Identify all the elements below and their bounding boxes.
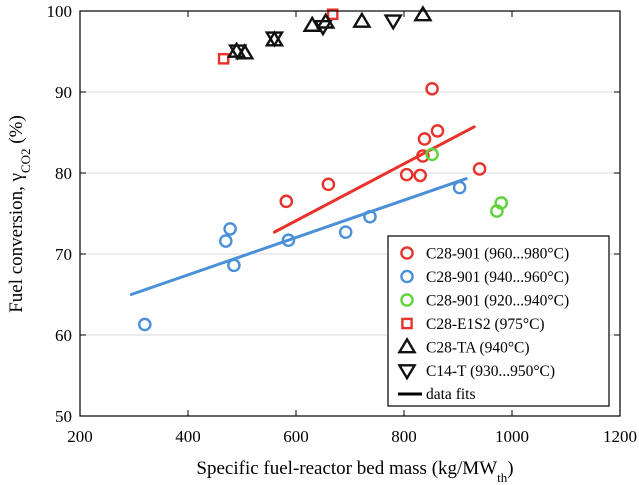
data-point — [313, 20, 333, 37]
x-tick-label: 1200 — [603, 427, 637, 446]
y-tick-label: 50 — [55, 407, 72, 426]
data-point — [137, 317, 152, 332]
data-point — [227, 258, 241, 273]
fit-lines — [129, 125, 476, 296]
x-tick-label: 600 — [283, 427, 309, 446]
data-point — [321, 177, 336, 192]
data-point — [494, 196, 509, 210]
legend-box — [387, 235, 610, 407]
data-point — [452, 180, 467, 195]
data-point — [264, 31, 285, 48]
data-point — [425, 147, 439, 162]
axis-ticks: 200 400 600 800 1000 1200 50 60 70 80 90 100 — [47, 2, 638, 446]
data-point — [218, 234, 233, 248]
data-point — [326, 8, 339, 21]
fit-line — [129, 177, 468, 296]
data-point — [352, 11, 372, 28]
y-axis-title-tail: (%) — [6, 115, 27, 148]
y-tick-label: 100 — [47, 2, 73, 21]
data-point — [383, 14, 403, 31]
legend-marker — [400, 293, 414, 307]
legend-label: C28-901 (920...940°C) — [426, 293, 569, 310]
data-point — [399, 167, 414, 182]
legend-marker — [401, 317, 413, 330]
data-point — [430, 124, 445, 138]
data-point — [363, 209, 377, 224]
data-point — [416, 149, 430, 163]
data-point — [413, 168, 428, 183]
x-axis-title-subscript: th — [497, 470, 508, 485]
legend-marker — [397, 337, 417, 354]
data-point — [417, 132, 432, 146]
y-tick-label: 90 — [55, 83, 72, 102]
x-tick-label: 1000 — [495, 427, 529, 446]
y-tick-label: 80 — [55, 164, 72, 183]
x-tick-label: 200 — [67, 427, 93, 446]
y-axis-title-subscript: CO2 — [18, 148, 33, 173]
legend: C28-901 (960...980°C) C28-901 (940...960°… — [387, 235, 610, 407]
fit-line — [272, 125, 476, 234]
y-axis-title: Fuel conversion, γCO2 (%) — [6, 115, 33, 313]
x-axis-title-main: Specific fuel-reactor bed mass (kg/MW — [196, 458, 497, 479]
x-axis-title-tail: ) — [507, 458, 513, 479]
x-tick-label: 800 — [391, 427, 417, 446]
legend-label: C28-E1S2 (975°C) — [426, 316, 545, 333]
data-point — [223, 222, 237, 236]
plot-frame — [79, 10, 621, 417]
y-tick-label: 70 — [55, 245, 72, 264]
data-point — [217, 52, 230, 65]
data-point — [472, 162, 487, 176]
legend-marker — [397, 364, 417, 381]
legend-label: C14-T (930...950°C) — [426, 363, 555, 380]
legend-marker — [400, 246, 414, 260]
legend-marker — [400, 269, 414, 284]
data-point — [338, 225, 353, 239]
x-axis-title: Specific fuel-reactor bed mass (kg/MWth) — [196, 458, 513, 485]
data-point — [279, 194, 294, 209]
data-points — [137, 5, 509, 332]
data-point — [281, 233, 296, 248]
legend-label: C28-901 (960...980°C) — [426, 246, 569, 263]
legend-label: C28-TA (940°C) — [426, 340, 530, 357]
data-point — [425, 81, 439, 96]
data-point — [227, 44, 248, 61]
data-point — [413, 5, 433, 22]
legend-label: C28-901 (940...960°C) — [426, 269, 569, 286]
y-tick-label: 60 — [55, 326, 72, 345]
x-tick-label: 400 — [175, 427, 201, 446]
y-axis-title-main: Fuel conversion, γ — [6, 173, 27, 313]
legend-label: data fits — [426, 386, 476, 403]
